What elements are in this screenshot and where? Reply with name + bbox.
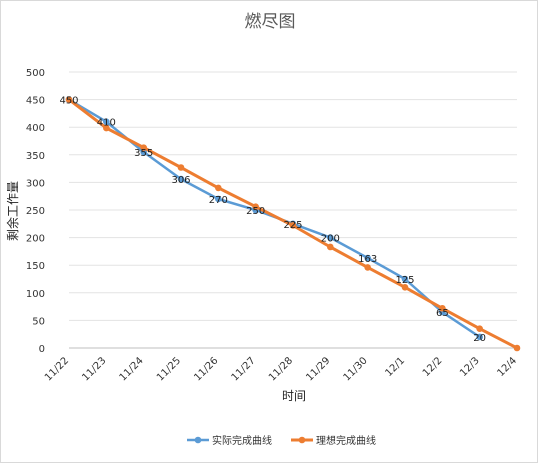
data-label: 306 xyxy=(171,175,190,186)
y-tick-label: 500 xyxy=(26,68,45,79)
data-label: 200 xyxy=(321,234,340,245)
x-tick-label: 11/25 xyxy=(155,355,183,383)
data-point xyxy=(103,118,110,125)
data-point xyxy=(177,164,185,171)
x-axis-label: 时间 xyxy=(282,389,306,403)
y-axis-label: 剩余工作量 xyxy=(5,181,20,241)
x-tick-label: 12/3 xyxy=(458,355,482,379)
legend-label-2: 理想完成曲线 xyxy=(316,434,376,447)
y-tick-label: 250 xyxy=(26,206,45,217)
y-axis-ticks: 0 50 100 150 200 250 300 350 400 450 500 xyxy=(26,68,45,355)
data-point xyxy=(289,222,297,229)
data-point xyxy=(215,195,222,203)
y-tick-label: 450 xyxy=(26,96,45,107)
x-tick-label: 12/4 xyxy=(495,355,519,379)
data-label: 225 xyxy=(283,220,302,231)
data-point xyxy=(439,304,446,312)
data-label: 270 xyxy=(209,195,228,206)
x-tick-label: 11/30 xyxy=(342,355,370,383)
data-label: 125 xyxy=(395,275,414,286)
x-tick-label: 11/28 xyxy=(267,355,295,383)
data-point xyxy=(401,275,409,283)
data-point xyxy=(364,264,371,271)
x-tick-label: 11/22 xyxy=(43,355,71,383)
y-tick-label: 300 xyxy=(26,178,45,189)
data-point xyxy=(401,283,409,291)
legend: 实际完成曲线 理想完成曲线 xyxy=(187,434,376,447)
data-point xyxy=(364,254,371,262)
y-tick-label: 200 xyxy=(26,234,45,245)
x-tick-label: 11/27 xyxy=(230,355,258,383)
data-point xyxy=(252,203,259,210)
gridlines xyxy=(69,71,517,349)
data-label: 20 xyxy=(473,333,486,344)
data-label: 65 xyxy=(436,308,449,319)
series-lines xyxy=(65,96,521,352)
series-line-1 xyxy=(68,98,481,339)
data-point xyxy=(140,144,147,151)
data-point xyxy=(215,184,222,192)
x-tick-label: 12/2 xyxy=(421,355,445,379)
legend-marker-1 xyxy=(194,436,202,444)
x-tick-label: 11/29 xyxy=(304,355,332,383)
x-tick-label: 11/26 xyxy=(192,355,220,383)
x-tick-label: 11/24 xyxy=(118,355,146,383)
data-point xyxy=(327,234,334,241)
data-label: 355 xyxy=(134,148,153,159)
legend-marker-2 xyxy=(298,436,306,444)
y-tick-label: 350 xyxy=(26,151,45,162)
data-point xyxy=(177,175,185,183)
legend-label-1: 实际完成曲线 xyxy=(212,434,272,447)
y-tick-label: 150 xyxy=(26,261,45,272)
data-point xyxy=(476,333,483,341)
data-label: 450 xyxy=(59,96,78,107)
y-tick-label: 0 xyxy=(39,344,45,355)
x-tick-label: 12/1 xyxy=(383,355,407,379)
data-point xyxy=(513,344,521,352)
x-tick-label: 11/23 xyxy=(80,355,108,383)
y-tick-label: 50 xyxy=(32,316,45,327)
y-tick-label: 400 xyxy=(26,123,45,134)
data-point xyxy=(476,325,483,332)
data-label: 410 xyxy=(97,118,116,129)
data-point xyxy=(327,243,334,251)
data-label: 250 xyxy=(246,206,265,217)
data-point xyxy=(103,124,110,132)
data-label: 163 xyxy=(358,254,377,265)
data-labels: 450 410 355 306 270 250 225 200 163 125 65 20 xyxy=(59,96,486,344)
chart-title: 燃尽图 xyxy=(245,12,296,32)
x-axis-ticks: 11/22 11/23 11/24 11/25 11/26 11/27 11/28 11/29… xyxy=(43,355,519,383)
y-tick-label: 100 xyxy=(26,289,45,300)
data-point xyxy=(65,96,73,103)
